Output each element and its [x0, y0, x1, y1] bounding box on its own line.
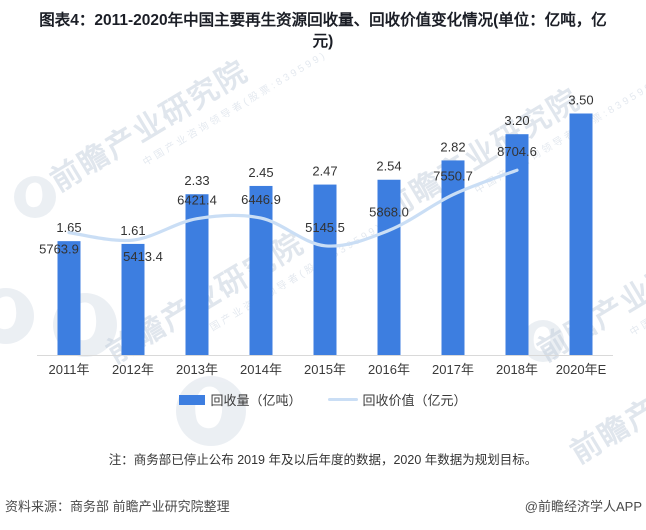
x-axis-label: 2012年 — [112, 362, 154, 377]
bar — [249, 185, 273, 355]
x-axis-label: 2018年 — [496, 362, 538, 377]
bar — [569, 113, 593, 355]
footer: 资料来源：商务部 前瞻产业研究院整理 @前瞻经济学人APP — [5, 496, 642, 515]
bar-value-label: 1.61 — [120, 223, 145, 238]
line-value-label: 5868.0 — [369, 204, 409, 219]
bar — [441, 160, 465, 355]
credit-text: @前瞻经济学人APP — [524, 499, 642, 514]
line-value-label: 8704.6 — [497, 144, 537, 159]
line-series-swatch — [327, 398, 358, 401]
chart-title-text: 图表4：2011-2020年中国主要再生资源回收量、回收价值变化情况(单位：亿吨… — [39, 12, 607, 50]
line-series — [67, 168, 519, 248]
chart-legend: 回收量（亿吨） 回收价值（亿元） — [0, 390, 646, 409]
bar-value-label: 3.50 — [568, 93, 593, 108]
line-value-label: 5413.4 — [123, 249, 163, 264]
x-axis-label: 2011年 — [49, 362, 90, 377]
bar-value-label: 2.33 — [184, 173, 209, 188]
legend-label-line-series: 回收价值（亿元） — [362, 393, 467, 408]
data-source-text: 资料来源：商务部 前瞻产业研究院整理 — [5, 499, 230, 514]
bar-value-label: 2.47 — [312, 164, 337, 179]
bar — [377, 179, 401, 355]
bar — [57, 241, 81, 355]
bar-value-label: 3.20 — [504, 113, 529, 128]
bar — [121, 243, 145, 355]
x-axis-label: 2017年 — [432, 362, 474, 377]
line-value-label: 5763.9 — [39, 242, 79, 257]
bar — [313, 184, 337, 355]
qianzhan-logo-watermark — [176, 376, 246, 446]
chart-title: 图表4：2011-2020年中国主要再生资源回收量、回收价值变化情况(单位：亿吨… — [0, 10, 646, 52]
line-value-label: 5145.5 — [305, 220, 345, 235]
chart-note: 注：商务部已停止公布 2019 年及以后年度的数据，2020 年数据为规划目标。 — [108, 453, 538, 467]
bar-series-swatch — [179, 394, 206, 405]
legend-label-bar-series: 回收量（亿吨） — [210, 393, 302, 408]
bar-value-label: 2.82 — [440, 139, 465, 154]
x-axis-label: 2020年E — [556, 362, 607, 377]
line-value-label: 6421.4 — [177, 193, 217, 208]
legend-item-line-series: 回收价值（亿元） — [327, 390, 467, 409]
legend-item-bar-series: 回收量（亿吨） — [179, 390, 302, 409]
x-axis-label: 2014年 — [240, 362, 282, 377]
chart-plot-area: 1.65 1.61 2.33 2.45 2.47 2.54 2.82 3.20 3.50 5763… — [0, 78, 646, 380]
bar-value-label: 1.65 — [56, 220, 81, 235]
bar-value-label: 2.54 — [376, 159, 401, 174]
x-axis-label: 2016年 — [368, 362, 410, 377]
bar — [185, 194, 209, 355]
bar — [505, 134, 529, 355]
chart-svg: 1.65 1.61 2.33 2.45 2.47 2.54 2.82 3.20 3.50 5763… — [37, 93, 613, 377]
bar-value-label: 2.45 — [248, 165, 273, 180]
line-value-label: 6446.9 — [241, 192, 281, 207]
x-axis-label: 2015年 — [304, 362, 346, 377]
x-axis-label: 2013年 — [176, 362, 218, 377]
line-value-label: 7550.7 — [433, 169, 473, 184]
